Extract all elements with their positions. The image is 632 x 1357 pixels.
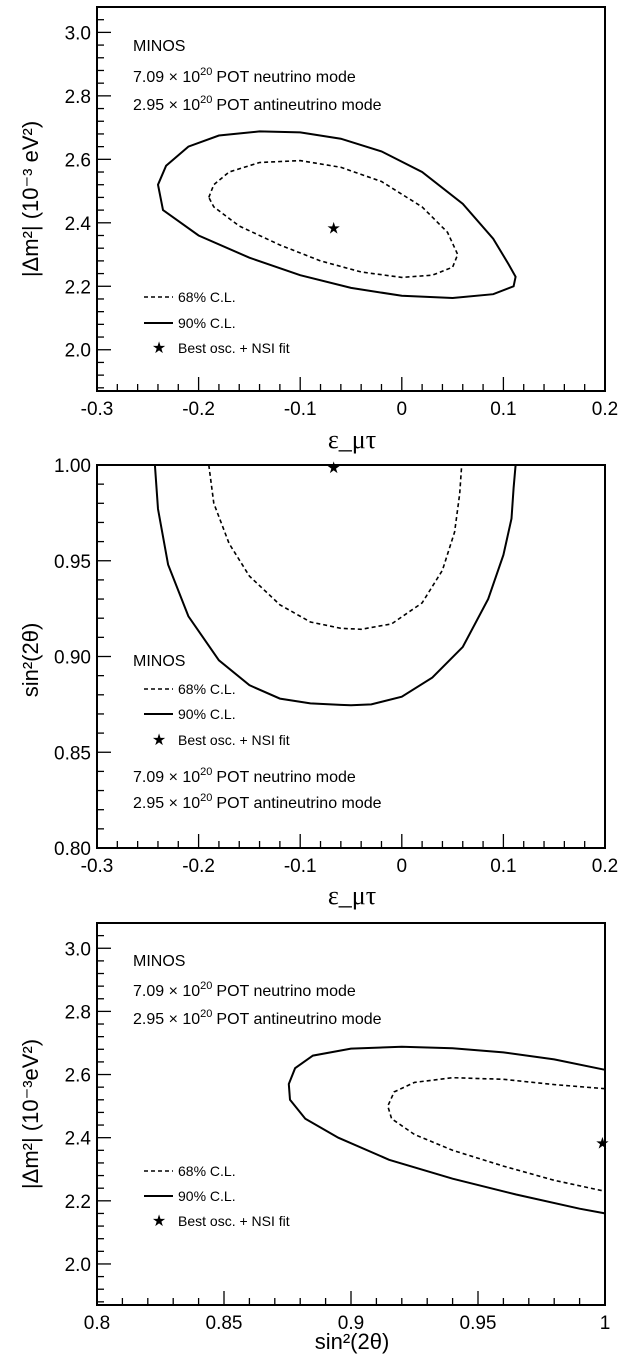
experiment-label: MINOS	[133, 653, 185, 670]
x-tick-label: -0.1	[284, 399, 317, 420]
legend-label-90: 90% C.L.	[178, 1188, 236, 1204]
info-block: 7.09 × 1020 POT neutrino mode 2.95 × 1020…	[133, 766, 382, 812]
legend-star-icon: ★	[152, 1211, 166, 1230]
y-axis-label: |Δm²| (10⁻³ eV²)	[18, 121, 43, 277]
legend-label-90: 90% C.L.	[178, 315, 236, 331]
y-tick-label: 0.90	[54, 648, 91, 669]
x-axis-label: sin²(2θ)	[315, 1329, 390, 1354]
experiment-label: MINOS	[133, 953, 185, 970]
contour-90	[156, 130, 517, 300]
legend-star-icon: ★	[152, 730, 166, 749]
legend-label-90: 90% C.L.	[178, 706, 236, 722]
contour-90	[153, 464, 517, 707]
contour-90	[287, 1045, 606, 1215]
exposure-line-1: 7.09 × 1020 POT neutrino mode	[133, 980, 356, 1000]
best-fit-star: ★	[327, 458, 341, 477]
legend-star-icon: ★	[152, 338, 166, 357]
best-fit-star: ★	[595, 1133, 609, 1152]
x-tick-label: 0.95	[460, 1313, 497, 1334]
legend-label-68: 68% C.L.	[178, 1163, 236, 1179]
contour-curves: ★	[153, 458, 517, 707]
experiment-label: MINOS	[133, 38, 185, 55]
y-tick-label: 2.0	[65, 341, 91, 362]
exposure-line-1: 7.09 × 1020 POT neutrino mode	[133, 66, 356, 86]
y-tick-label: 2.2	[65, 1192, 91, 1213]
x-tick-label: 0.85	[206, 1313, 243, 1334]
legend: 68% C.L. 90% C.L. ★ Best osc. + NSI fit	[144, 1163, 290, 1230]
x-tick-label: 0.1	[490, 856, 516, 877]
y-axis-label: sin²(2θ)	[18, 623, 43, 698]
y-tick-label: 2.0	[65, 1255, 91, 1276]
x-tick-label: -0.2	[182, 856, 215, 877]
y-tick-label: 2.2	[65, 277, 91, 298]
y-tick-label: 1.00	[54, 456, 91, 477]
x-tick-label: 0.2	[592, 856, 618, 877]
y-tick-label: 2.8	[65, 1002, 91, 1023]
x-tick-label: 0.9	[338, 1313, 364, 1334]
panel-bottom: ★ 0.8 0.85 0.9 0.95 1 2.0 2.2 2.4 2.6 2.8 3.0 MINO…	[18, 922, 611, 1354]
exposure-line-1: 7.09 × 1020 POT neutrino mode	[133, 766, 356, 786]
plot-frame	[96, 922, 606, 1306]
info-block: MINOS 7.09 × 1020 POT neutrino mode 2.95 …	[133, 38, 382, 114]
legend-label-68: 68% C.L.	[178, 289, 236, 305]
y-tick-label: 3.0	[65, 939, 91, 960]
y-tick-label: 0.95	[54, 552, 91, 573]
legend-label-best: Best osc. + NSI fit	[178, 1213, 290, 1229]
y-tick-label: 2.6	[65, 150, 91, 171]
y-tick-label: 2.8	[65, 87, 91, 108]
y-tick-label: 3.0	[65, 23, 91, 44]
x-tick-label: 0	[397, 856, 408, 877]
contour-curves: ★	[287, 1045, 610, 1215]
legend: MINOS 68% C.L. 90% C.L. ★ Best osc. + NS…	[133, 653, 290, 749]
y-tick-label: 2.4	[65, 1129, 92, 1150]
axis-ticks	[96, 464, 606, 849]
tick-labels: -0.3 -0.2 -0.1 0 0.1 0.2 2.0 2.2 2.4 2.6 2.8 3.0	[65, 23, 619, 420]
axis-ticks	[96, 6, 606, 391]
x-tick-label: 1	[600, 1313, 611, 1334]
panel-top: ★ -0.3 -0.2 -0.1 0 0.1 0.22.02.22.42.62.83.0 …	[18, 6, 619, 454]
x-axis-label: ε_μτ	[328, 425, 376, 454]
x-axis-label: ε_μτ	[328, 881, 376, 910]
x-tick-label: 0.1	[490, 399, 516, 420]
legend-label-68: 68% C.L.	[178, 681, 236, 697]
y-tick-label: 0.85	[54, 743, 91, 764]
x-tick-label: -0.3	[81, 856, 114, 877]
y-tick-label: 2.4	[65, 214, 92, 235]
contour-68	[207, 159, 459, 279]
y-tick-label: 0.80	[54, 839, 91, 860]
x-tick-label: 0.2	[592, 399, 618, 420]
best-fit-star: ★	[327, 219, 341, 238]
legend-label-best: Best osc. + NSI fit	[178, 340, 290, 356]
legend: 68% C.L. 90% C.L. ★ Best osc. + NSI fit	[144, 289, 290, 357]
contour-68	[208, 464, 463, 631]
y-axis-label: |Δm²| (10⁻³eV²)	[18, 1039, 43, 1189]
panel-middle: ★ -0.3 -0.2 -0.1 0 0.1 0.2 0.80 0.85 0.90 0.95 1.0…	[18, 456, 618, 910]
y-tick-label: 2.6	[65, 1066, 91, 1087]
contour-curves: ★	[156, 130, 517, 300]
tick-labels: -0.3 -0.2 -0.1 0 0.1 0.2 0.80 0.85 0.90 0.95 1.00	[54, 456, 618, 877]
exposure-line-2: 2.95 × 1020 POT antineutrino mode	[133, 94, 382, 114]
info-block: MINOS 7.09 × 1020 POT neutrino mode 2.95 …	[133, 953, 382, 1028]
legend-label-best: Best osc. + NSI fit	[178, 732, 290, 748]
exposure-line-2: 2.95 × 1020 POT antineutrino mode	[133, 1008, 382, 1028]
axis-ticks	[96, 922, 606, 1305]
contour-68	[386, 1076, 606, 1193]
x-tick-label: 0.8	[84, 1313, 110, 1334]
x-tick-label: -0.3	[81, 399, 114, 420]
x-tick-label: -0.1	[284, 856, 317, 877]
tick-labels: 0.8 0.85 0.9 0.95 1 2.0 2.2 2.4 2.6 2.8 3.0	[65, 939, 611, 1334]
x-tick-label: 0	[397, 399, 408, 420]
x-tick-label: -0.2	[182, 399, 215, 420]
plot-frame	[96, 6, 606, 392]
exposure-line-2: 2.95 × 1020 POT antineutrino mode	[133, 792, 382, 812]
